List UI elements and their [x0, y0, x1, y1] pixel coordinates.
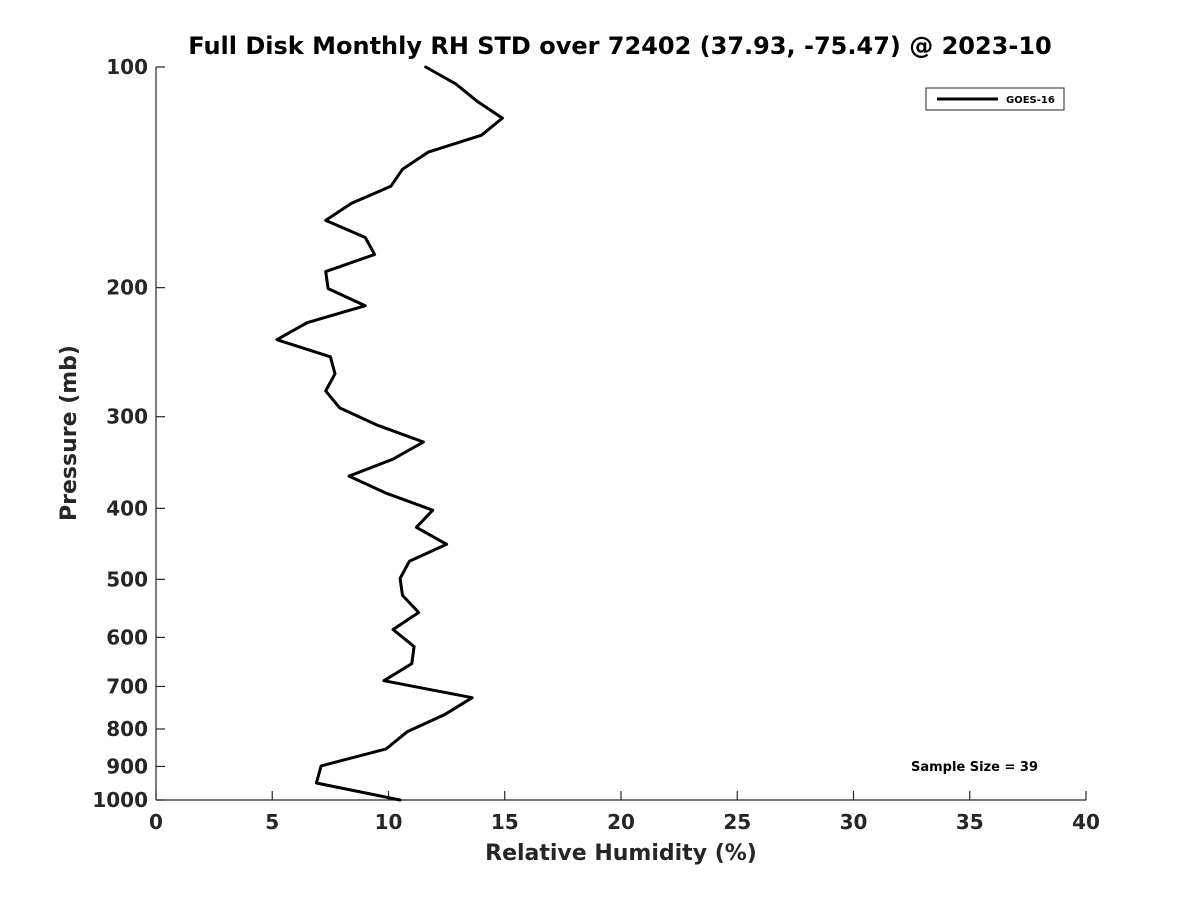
x-tick-label: 25: [723, 810, 751, 834]
x-tick-label: 15: [491, 810, 519, 834]
x-tick-label: 5: [265, 810, 279, 834]
x-tick-label: 35: [956, 810, 984, 834]
y-tick-label: 400: [106, 496, 148, 520]
y-tick-label: 800: [106, 717, 148, 741]
x-tick-label: 20: [607, 810, 635, 834]
x-tick-label: 30: [840, 810, 868, 834]
y-ticks: 100 200 300 400 500 600 700 800 900 1000: [92, 55, 165, 812]
x-tick-label: 40: [1072, 810, 1100, 834]
legend-entry-goes-16: GOES-16: [1006, 95, 1055, 106]
y-axis-label: Pressure (mb): [57, 345, 82, 521]
y-tick-label: 200: [106, 276, 148, 300]
axes: [155, 67, 1086, 801]
y-tick-label: 700: [106, 674, 148, 698]
y-tick-label: 1000: [92, 788, 148, 812]
y-tick-label: 900: [106, 754, 148, 778]
x-ticks: 0 5 10 15 20 25 30 35 40: [149, 791, 1100, 834]
x-tick-label: 0: [149, 810, 163, 834]
series-line-goes-16: [275, 65, 504, 802]
legend: GOES-16: [925, 87, 1065, 111]
chart-title: Full Disk Monthly RH STD over 72402 (37.…: [188, 32, 1051, 60]
sample-size-annotation: Sample Size = 39: [911, 760, 1038, 775]
x-axis-label: Relative Humidity (%): [485, 841, 757, 866]
y-tick-label: 600: [106, 625, 148, 649]
y-tick-label: 300: [106, 405, 148, 429]
x-tick-label: 10: [375, 810, 403, 834]
y-tick-label: 500: [106, 567, 148, 591]
y-tick-label: 100: [106, 55, 148, 79]
